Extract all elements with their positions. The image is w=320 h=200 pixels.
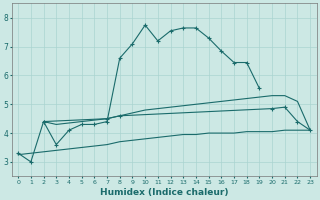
X-axis label: Humidex (Indice chaleur): Humidex (Indice chaleur) bbox=[100, 188, 228, 197]
